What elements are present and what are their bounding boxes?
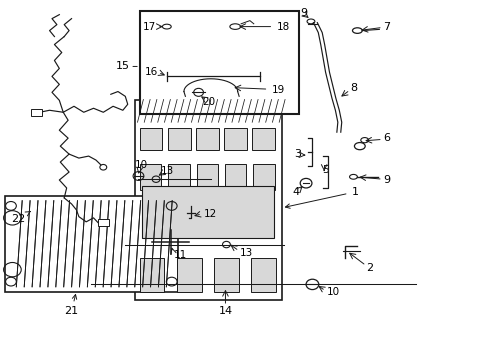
Text: 9: 9 [383,175,390,185]
Bar [214,258,239,292]
Bar [251,258,276,292]
Bar [177,258,201,292]
Bar [140,258,164,292]
Bar [168,164,190,190]
Text: 15: 15 [116,62,130,71]
Text: 12: 12 [203,209,217,219]
Text: 16: 16 [145,67,158,77]
Bar [224,128,246,150]
Text: 10: 10 [327,287,340,297]
Bar [168,128,191,150]
Text: 4: 4 [293,187,300,197]
Text: 21: 21 [65,294,78,316]
Bar [225,164,246,190]
Bar [252,128,275,150]
Text: 20: 20 [202,97,215,107]
Text: 7: 7 [383,22,390,32]
Bar [4,196,178,292]
Text: 10: 10 [135,160,148,170]
Text: 13: 13 [161,166,174,176]
Text: 9: 9 [300,8,307,18]
Text: 11: 11 [174,250,187,260]
Bar [253,164,275,190]
Bar [140,128,162,150]
Text: 17: 17 [143,22,156,32]
Text: 22: 22 [11,211,30,224]
Text: 19: 19 [272,85,285,95]
Text: 3: 3 [294,149,301,159]
Text: 14: 14 [219,306,233,316]
Text: 13: 13 [240,248,253,257]
Bar [196,164,218,190]
Text: 6: 6 [383,133,390,143]
Text: 8: 8 [350,84,357,93]
Bar [196,128,219,150]
Text: 1: 1 [285,187,359,208]
Text: 2: 2 [366,263,373,273]
Bar [31,109,42,116]
Bar [143,186,274,238]
Bar [135,100,282,300]
Text: 18: 18 [277,22,290,32]
Bar [140,164,161,190]
Bar [98,220,109,226]
Bar [140,11,299,114]
Text: 5: 5 [322,165,329,175]
